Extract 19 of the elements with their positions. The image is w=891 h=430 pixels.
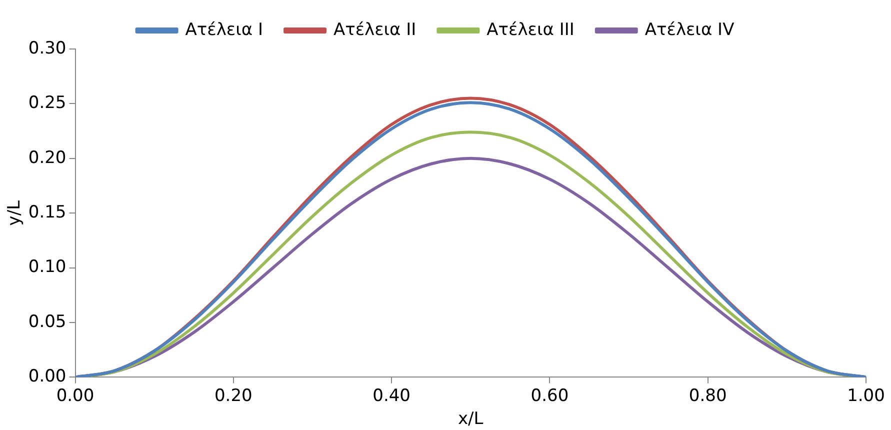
x-tick-label: 0.60 [530,386,569,406]
y-tick-label: 0.25 [28,93,66,114]
legend-label: Ατέλεια I [185,20,263,40]
x-tick-label: 0.40 [372,386,410,406]
y-axis-title: y/L [4,200,25,226]
y-tick-label: 0.20 [28,148,66,168]
x-tick-label: 0.00 [56,386,94,406]
x-tick-label: 0.20 [214,386,252,406]
legend-label: Ατέλεια IV [644,20,735,40]
x-tick-label: 1.00 [847,386,885,406]
legend-label: Ατέλεια III [486,20,574,40]
y-tick-label: 0.30 [28,38,66,58]
y-tick-label: 0.05 [28,312,66,332]
y-tick-label: 0.00 [28,366,66,387]
y-tick-label: 0.10 [28,257,66,278]
legend-label: Ατέλεια II [333,20,416,40]
x-tick-label: 0.80 [688,386,727,406]
y-tick-label: 0.15 [28,202,66,223]
x-axis-title: x/L [458,409,484,430]
